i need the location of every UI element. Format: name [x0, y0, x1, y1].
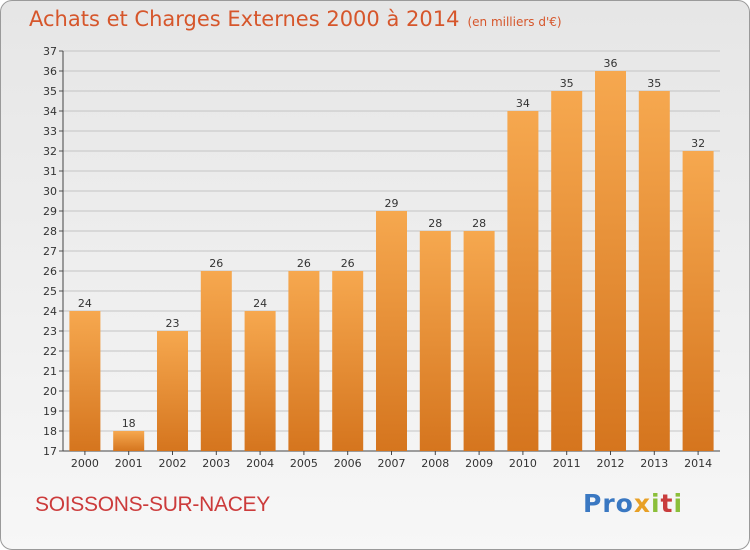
data-label-2000: 24 — [78, 297, 92, 310]
y-tick-label: 35 — [43, 85, 57, 98]
bar-2000 — [69, 311, 101, 451]
bar-2009 — [463, 231, 495, 451]
bar-2001 — [113, 431, 145, 451]
data-label-2011: 35 — [560, 77, 574, 90]
y-tick-label: 33 — [43, 125, 57, 138]
bar-2012 — [595, 71, 626, 451]
x-tick-label-2001: 2001 — [115, 457, 143, 470]
x-tick-label-2007: 2007 — [378, 457, 406, 470]
chart-title-text: Achats et Charges Externes 2000 à 2014 — [29, 7, 460, 31]
data-label-2012: 36 — [604, 57, 618, 70]
bar-2006 — [332, 271, 364, 451]
y-tick-label: 32 — [43, 145, 57, 158]
x-tick-label-2012: 2012 — [597, 457, 625, 470]
y-tick-label: 36 — [43, 65, 57, 78]
data-label-2007: 29 — [385, 197, 399, 210]
data-label-2010: 34 — [516, 97, 530, 110]
bar-2002 — [157, 331, 188, 451]
x-tick-label-2009: 2009 — [465, 457, 493, 470]
x-tick-label-2000: 2000 — [71, 457, 99, 470]
bar-2013 — [638, 91, 670, 451]
data-label-2003: 26 — [209, 257, 223, 270]
y-tick-label: 26 — [43, 265, 57, 278]
y-tick-label: 19 — [43, 405, 57, 418]
x-tick-label-2002: 2002 — [159, 457, 187, 470]
data-label-2004: 24 — [253, 297, 267, 310]
chart-unit: (en milliers d'€) — [467, 15, 562, 29]
bar-2007 — [376, 211, 407, 451]
y-tick-label: 22 — [43, 345, 57, 358]
y-tick-label: 34 — [43, 105, 57, 118]
bar-2004 — [244, 311, 276, 451]
bar-chart: 17 18 19 20 21 22 23 24 25 26 27 28 29 30 31 32 33 34 35 36… — [43, 45, 720, 470]
y-tick-label: 23 — [43, 325, 57, 338]
data-label-2001: 18 — [122, 417, 136, 430]
x-tick-label-2013: 2013 — [640, 457, 668, 470]
data-label-2009: 28 — [472, 217, 486, 230]
bar-2008 — [419, 231, 451, 451]
data-label-2006: 26 — [341, 257, 355, 270]
commune-name: SOISSONS-SUR-NACEY — [35, 493, 270, 516]
y-tick-label: 20 — [43, 385, 57, 398]
y-tick-label: 31 — [43, 165, 57, 178]
x-tick-label-2011: 2011 — [553, 457, 581, 470]
proxiti-logo[interactable]: Proxiti — [583, 489, 684, 518]
data-label-2014: 32 — [691, 137, 705, 150]
x-tick-label-2005: 2005 — [290, 457, 318, 470]
y-tick-label: 30 — [43, 185, 57, 198]
y-tick-label: 21 — [43, 365, 57, 378]
y-tick-label: 17 — [43, 445, 57, 458]
bar-2005 — [288, 271, 320, 451]
x-tick-label-2006: 2006 — [334, 457, 362, 470]
x-tick-label-2004: 2004 — [246, 457, 274, 470]
x-tick-label-2003: 2003 — [202, 457, 230, 470]
y-tick-label: 24 — [43, 305, 57, 318]
bar-2010 — [507, 111, 539, 451]
data-label-2005: 26 — [297, 257, 311, 270]
bar-2011 — [551, 91, 583, 451]
chart-title: Achats et Charges Externes 2000 à 2014 (e… — [29, 7, 562, 31]
bar-2003 — [200, 271, 232, 451]
y-tick-label: 25 — [43, 285, 57, 298]
data-label-2008: 28 — [428, 217, 442, 230]
y-tick-label: 18 — [43, 425, 57, 438]
x-tick-label-2014: 2014 — [684, 457, 712, 470]
data-label-2002: 23 — [166, 317, 180, 330]
y-tick-label: 28 — [43, 225, 57, 238]
y-tick-label: 27 — [43, 245, 57, 258]
y-tick-label: 37 — [43, 45, 57, 58]
x-tick-label-2008: 2008 — [421, 457, 449, 470]
x-tick-label-2010: 2010 — [509, 457, 537, 470]
data-label-2013: 35 — [647, 77, 661, 90]
y-tick-label: 29 — [43, 205, 57, 218]
bar-2014 — [682, 151, 714, 451]
